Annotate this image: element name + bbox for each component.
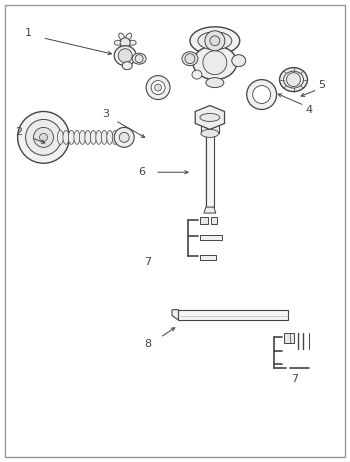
- Circle shape: [114, 128, 134, 147]
- Circle shape: [34, 128, 54, 147]
- Ellipse shape: [182, 52, 198, 66]
- Text: 2: 2: [15, 128, 22, 137]
- Ellipse shape: [128, 40, 136, 45]
- Text: 5: 5: [318, 79, 325, 90]
- Text: 4: 4: [306, 105, 313, 116]
- Circle shape: [135, 55, 143, 63]
- Ellipse shape: [112, 130, 118, 144]
- Ellipse shape: [206, 78, 224, 88]
- Ellipse shape: [101, 130, 107, 144]
- Bar: [211, 217, 217, 224]
- Polygon shape: [204, 207, 216, 213]
- Ellipse shape: [57, 130, 63, 144]
- Ellipse shape: [198, 32, 232, 50]
- Ellipse shape: [74, 130, 80, 144]
- Text: 7: 7: [145, 257, 152, 267]
- Ellipse shape: [190, 27, 240, 55]
- Ellipse shape: [132, 53, 146, 64]
- Circle shape: [120, 38, 130, 48]
- Circle shape: [205, 31, 225, 51]
- Bar: [200, 255, 216, 260]
- Bar: [206, 134, 214, 207]
- Ellipse shape: [107, 130, 113, 144]
- Circle shape: [210, 36, 220, 46]
- Ellipse shape: [280, 67, 307, 91]
- Bar: [284, 333, 294, 342]
- Ellipse shape: [200, 114, 220, 122]
- Circle shape: [253, 85, 271, 103]
- Circle shape: [18, 111, 69, 163]
- Ellipse shape: [193, 46, 237, 79]
- Text: 3: 3: [102, 109, 109, 120]
- Ellipse shape: [119, 45, 125, 53]
- Bar: [201, 117, 219, 134]
- Circle shape: [287, 73, 301, 86]
- Circle shape: [40, 134, 48, 141]
- Ellipse shape: [114, 46, 136, 66]
- Polygon shape: [172, 310, 182, 320]
- Ellipse shape: [126, 45, 132, 53]
- Ellipse shape: [85, 130, 91, 144]
- Circle shape: [26, 120, 62, 155]
- Ellipse shape: [119, 33, 125, 40]
- Ellipse shape: [79, 130, 85, 144]
- Circle shape: [155, 84, 162, 91]
- Ellipse shape: [114, 40, 122, 45]
- Ellipse shape: [284, 71, 303, 88]
- Bar: [200, 235, 222, 240]
- Ellipse shape: [68, 130, 75, 144]
- Bar: [178, 310, 288, 320]
- Text: 8: 8: [145, 339, 152, 348]
- Text: 1: 1: [25, 28, 32, 38]
- Ellipse shape: [63, 130, 69, 144]
- Circle shape: [203, 51, 227, 75]
- Ellipse shape: [90, 130, 96, 144]
- Circle shape: [146, 76, 170, 99]
- Ellipse shape: [126, 33, 132, 40]
- Polygon shape: [195, 105, 225, 129]
- Text: 7: 7: [291, 374, 298, 384]
- Circle shape: [185, 54, 195, 64]
- Text: 6: 6: [139, 167, 146, 177]
- Bar: [200, 217, 208, 224]
- Circle shape: [247, 79, 276, 109]
- Ellipse shape: [232, 55, 246, 67]
- Circle shape: [119, 133, 129, 142]
- Ellipse shape: [122, 61, 132, 70]
- Ellipse shape: [96, 130, 102, 144]
- Ellipse shape: [201, 129, 219, 137]
- Circle shape: [151, 80, 165, 95]
- Ellipse shape: [192, 70, 202, 79]
- Circle shape: [118, 49, 132, 63]
